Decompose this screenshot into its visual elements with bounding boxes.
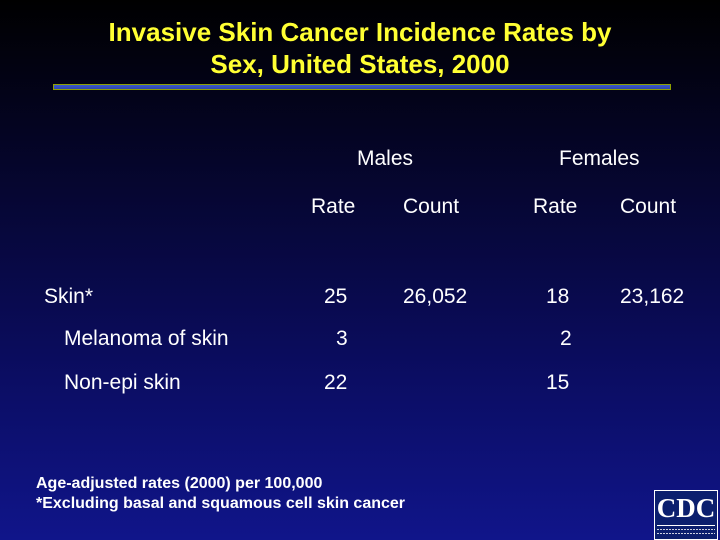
- skin-female-count: 23,162: [620, 285, 685, 308]
- row-label-skin: Skin*: [44, 285, 94, 308]
- non-epi-female-rate: 15: [546, 371, 570, 394]
- females-group-header: Females: [559, 147, 640, 170]
- footnote-exclusion: *Excluding basal and squamous cell skin …: [36, 495, 406, 512]
- cdc-logo-subtext: [657, 525, 715, 538]
- cdc-logo-text: CDC: [656, 493, 716, 523]
- melanoma-female-rate: 2: [560, 327, 572, 350]
- slide-title: Invasive Skin Cancer Incidence Rates by …: [0, 16, 720, 80]
- skin-female-rate: 18: [546, 285, 570, 308]
- cdc-logo: CDC: [654, 490, 718, 540]
- footnote-rates: Age-adjusted rates (2000) per 100,000: [36, 475, 323, 492]
- title-divider: [53, 84, 671, 90]
- row-label-non-epi: Non-epi skin: [64, 371, 181, 394]
- slide-title-line-1: Invasive Skin Cancer Incidence Rates by: [108, 17, 612, 47]
- slide-title-line-2: Sex, United States, 2000: [210, 49, 510, 79]
- male-rate-header: Rate: [311, 195, 356, 218]
- skin-male-rate: 25: [324, 285, 348, 308]
- melanoma-male-rate: 3: [336, 327, 348, 350]
- male-count-header: Count: [403, 195, 460, 218]
- males-group-header: Males: [357, 147, 414, 170]
- row-label-melanoma: Melanoma of skin: [64, 327, 229, 350]
- non-epi-male-rate: 22: [324, 371, 348, 394]
- skin-male-count: 26,052: [403, 285, 468, 308]
- female-count-header: Count: [620, 195, 677, 218]
- female-rate-header: Rate: [533, 195, 578, 218]
